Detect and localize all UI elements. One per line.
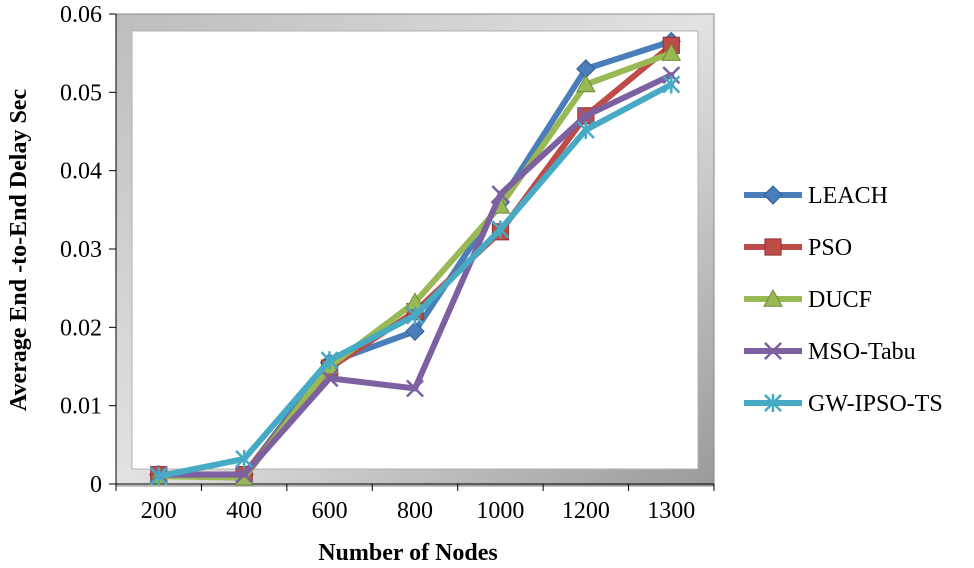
data-point <box>576 74 596 93</box>
data-point <box>235 449 254 468</box>
x-tick-label: 600 <box>312 498 348 524</box>
legend-label: MSO-Tabu <box>808 339 916 365</box>
legend-label: DUCF <box>808 287 872 313</box>
data-point <box>491 220 510 239</box>
data-point <box>661 43 682 61</box>
data-point <box>576 120 595 139</box>
legend-item: PSO <box>744 235 852 261</box>
y-tick-label: 0.04 <box>60 159 102 185</box>
legend-item: GW-IPSO-TS <box>744 391 943 417</box>
data-point <box>764 394 782 412</box>
y-axis-ticks: 0 0.01 0.02 0.03 0.04 0.05 0.06 <box>60 2 116 498</box>
data-point <box>491 185 510 204</box>
data-point <box>405 321 425 341</box>
legend-item: MSO-Tabu <box>744 339 916 365</box>
legend-item: DUCF <box>744 287 872 313</box>
data-point <box>235 465 254 484</box>
data-point <box>149 467 168 486</box>
y-axis-title: Average End -to-End Delay Sec <box>6 89 32 412</box>
x-tick-label: 1000 <box>476 498 524 524</box>
legend-item: LEACH <box>744 183 888 209</box>
y-tick-label: 0.06 <box>60 2 102 28</box>
y-tick-label: 0.01 <box>60 394 102 420</box>
x-tick-label: 1200 <box>562 498 610 524</box>
legend-label: PSO <box>808 235 852 261</box>
x-axis-title: Number of Nodes <box>318 540 498 566</box>
legend: LEACH PSO DUCF MSO-Tabu GW-IPSO-TS <box>744 183 943 417</box>
data-point <box>763 185 783 205</box>
data-point <box>320 369 339 388</box>
data-point <box>320 351 339 370</box>
y-tick-label: 0 <box>90 472 102 498</box>
data-point <box>662 75 681 94</box>
x-axis-ticks: 200 400 600 800 1000 1200 1300 <box>115 484 715 524</box>
x-tick-label: 800 <box>397 498 433 524</box>
x-tick-label: 200 <box>141 498 177 524</box>
x-tick-label: 400 <box>226 498 262 524</box>
legend-label: GW-IPSO-TS <box>808 391 943 417</box>
series-layer <box>148 31 682 486</box>
legend-label: LEACH <box>808 183 888 209</box>
data-point <box>764 238 782 256</box>
x-tick-label: 1300 <box>647 498 695 524</box>
y-tick-label: 0.05 <box>60 80 102 106</box>
y-tick-label: 0.02 <box>60 315 102 341</box>
data-point <box>763 288 783 307</box>
data-point <box>406 379 424 398</box>
y-tick-label: 0.03 <box>60 237 102 263</box>
data-point <box>576 106 595 125</box>
data-point <box>406 306 424 325</box>
data-point <box>764 342 782 360</box>
series-gw-ipso-ts <box>149 75 681 486</box>
